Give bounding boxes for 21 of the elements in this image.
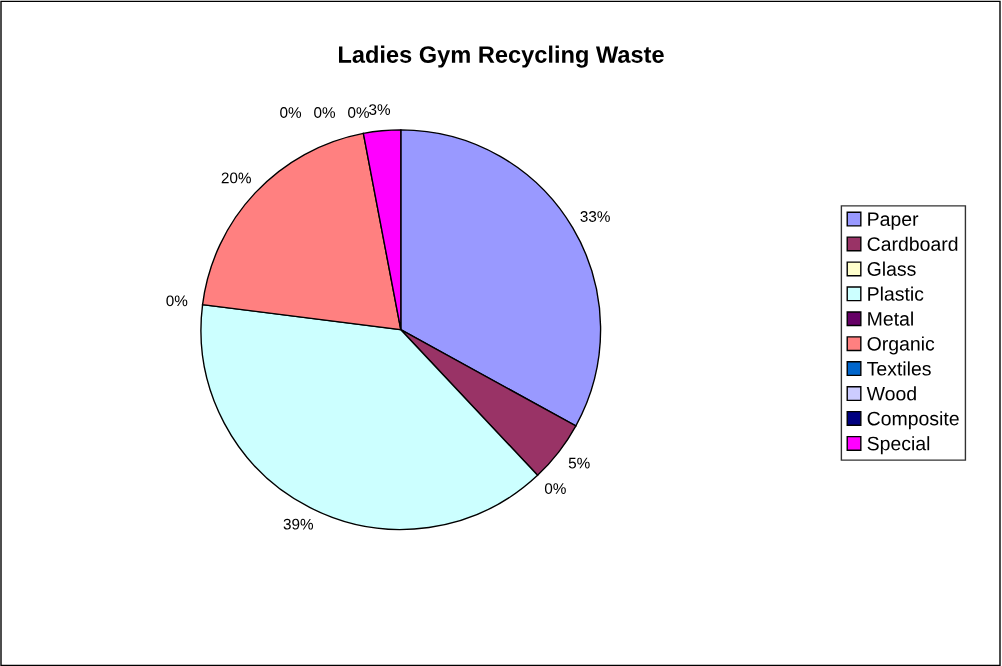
legend-label: Plastic xyxy=(868,286,924,301)
text: 0% xyxy=(280,107,302,118)
data-label: 39% xyxy=(283,518,314,530)
legend-label: Organic xyxy=(867,336,935,355)
legend-label: Cardboard xyxy=(867,236,958,251)
text: 0% xyxy=(348,107,369,118)
legend-label: Composite xyxy=(867,411,959,430)
text: 0% xyxy=(314,107,336,118)
text: 0% xyxy=(166,295,188,307)
legend-label: Paper xyxy=(868,212,919,230)
legend-label: Metal xyxy=(868,311,913,326)
data-label: 3% xyxy=(369,104,391,115)
data-label: 5% xyxy=(568,457,590,469)
text: 0% xyxy=(544,483,566,494)
legend-label: Textiles xyxy=(867,361,931,376)
data-label: 33% xyxy=(580,211,610,222)
legend-label: Glass xyxy=(867,261,916,276)
legend-label: Wood xyxy=(866,386,916,401)
legend-label: Special xyxy=(867,436,930,455)
data-label: 20% xyxy=(221,172,251,184)
chart-title: Ladies Gym Recycling Waste xyxy=(339,45,664,68)
